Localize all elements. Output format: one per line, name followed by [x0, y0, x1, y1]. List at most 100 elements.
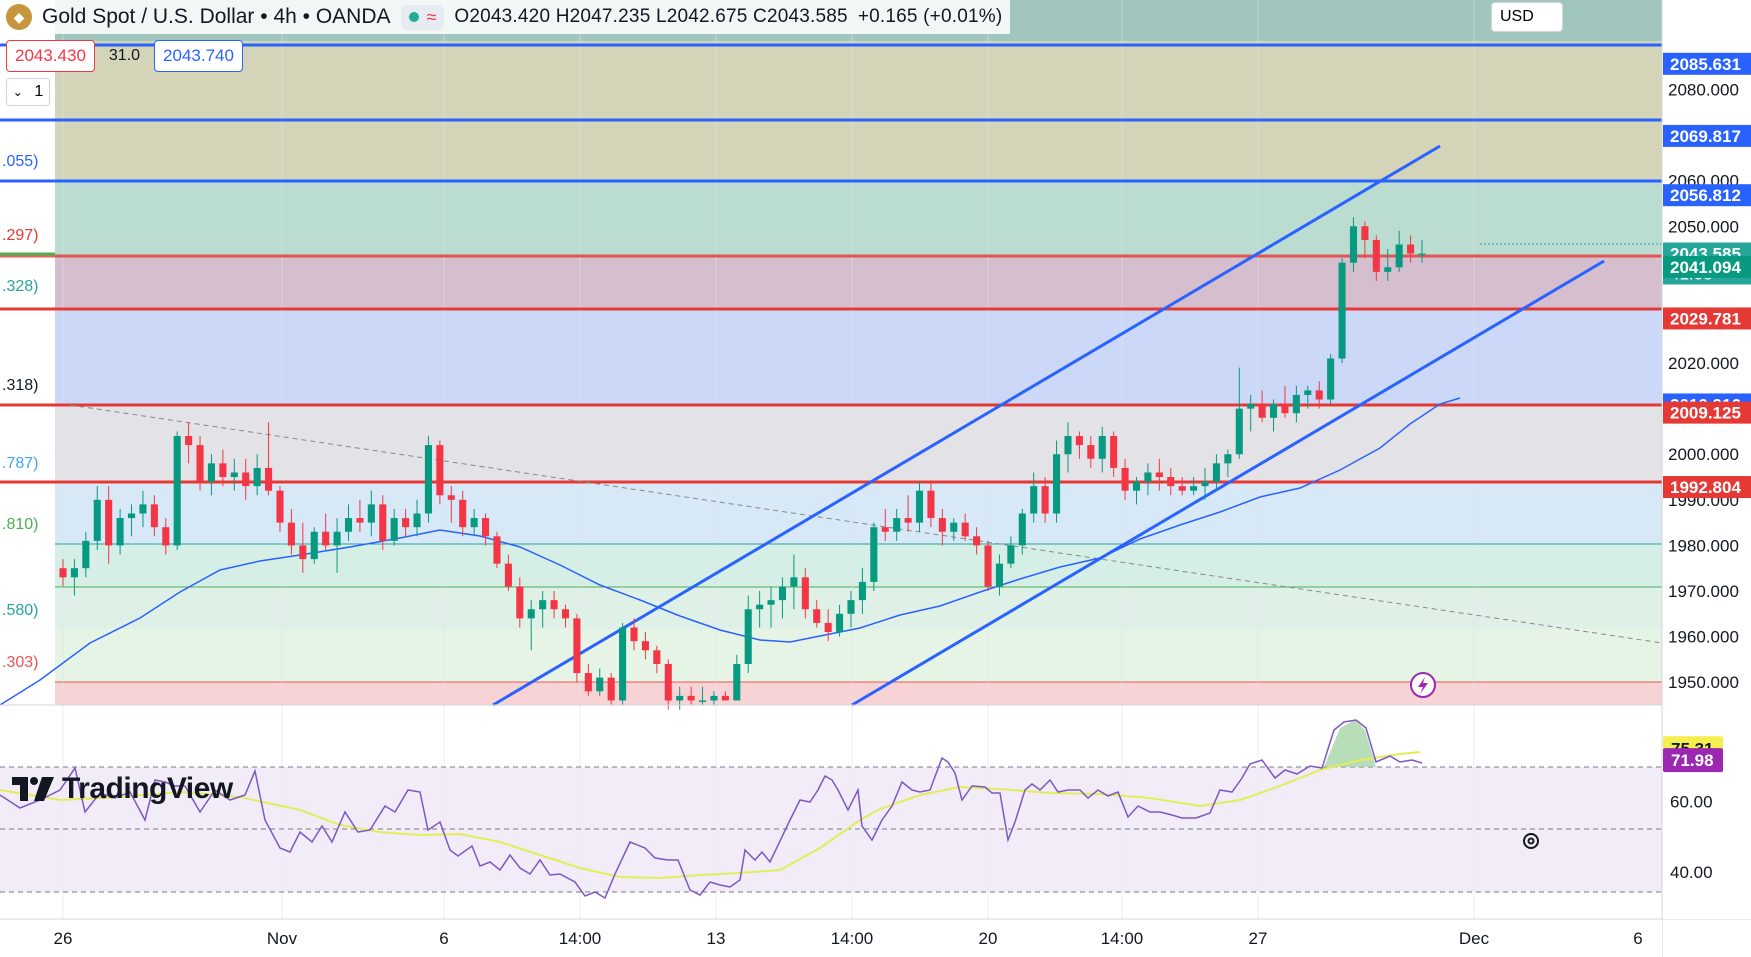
candle [904, 495, 912, 532]
candle [482, 513, 490, 546]
candle [527, 600, 535, 651]
candle [676, 686, 684, 710]
candle [893, 508, 901, 541]
key-levels [0, 43, 1662, 484]
candle [1418, 239, 1426, 263]
price-tick-label: 1970.000 [1668, 582, 1739, 601]
candle [1258, 390, 1266, 423]
candle [276, 486, 284, 532]
candle [1053, 440, 1061, 523]
candle [59, 559, 67, 587]
ascending-channel[interactable] [492, 144, 1605, 707]
tradingview-wordmark: TradingView [62, 772, 233, 805]
candle [767, 586, 775, 628]
moving-average-line [0, 397, 1461, 706]
price-badge-label: 2069.817 [1670, 127, 1741, 146]
candle [447, 486, 455, 523]
candle [1407, 235, 1415, 263]
symbol-title[interactable]: Gold Spot / U.S. Dollar • 4h • OANDA [42, 5, 391, 28]
candle [1395, 230, 1403, 272]
time-axis-label: 14:00 [559, 929, 602, 948]
price-badge-label: 2085.631 [1670, 55, 1741, 74]
price-tick-label: 2080.000 [1668, 80, 1739, 99]
price-badge-label: 2056.812 [1670, 186, 1741, 205]
currency-selector[interactable]: USD [1491, 2, 1563, 32]
fib-level-label: .787) [2, 455, 38, 472]
candle [1224, 449, 1232, 478]
tradingview-logo[interactable]: TradingView [12, 772, 233, 806]
candle [504, 554, 512, 592]
price-tick-label: 2050.000 [1668, 217, 1739, 236]
market-status[interactable]: ≈ [400, 4, 445, 30]
candle [915, 481, 924, 532]
gold-symbol-icon: ◆ [6, 4, 32, 30]
candle [539, 591, 547, 628]
fib-level-label: .303) [2, 654, 38, 671]
candle [1349, 217, 1358, 272]
buy-button[interactable]: 2043.740 [154, 40, 243, 72]
fib-level-label: .810) [2, 516, 38, 533]
time-axis-label: 6 [1633, 929, 1642, 948]
candle [1190, 477, 1198, 496]
rsi-line [0, 719, 1423, 900]
candle [550, 591, 558, 619]
candle [630, 618, 638, 651]
time-axis: 26 Nov 6 14:00 13 14:00 20 14:00 27 Dec 6 [54, 929, 1643, 948]
candle [230, 458, 238, 491]
candle [1338, 258, 1346, 364]
candle [413, 499, 421, 537]
candle [219, 449, 227, 487]
candle [390, 508, 398, 546]
price-badge-label: 2041.094 [1670, 258, 1741, 277]
time-axis-label: 20 [979, 929, 998, 948]
candle [1201, 467, 1209, 500]
candle [858, 568, 866, 614]
candle [1304, 385, 1312, 409]
candle [333, 518, 341, 573]
price-badge: 2029.781 [1663, 307, 1751, 330]
time-axis-label: 13 [707, 929, 726, 948]
candle [322, 513, 330, 550]
candle [847, 591, 855, 628]
candle [1269, 399, 1278, 432]
rsi-badge-label: 71.98 [1671, 751, 1714, 770]
symbol-legend[interactable]: ◆ Gold Spot / U.S. Dollar • 4h • OANDA ≈… [0, 0, 1011, 34]
candle [619, 622, 627, 705]
fib-level-label: .328) [2, 278, 38, 295]
time-axis-label: 27 [1249, 929, 1268, 948]
candlestick-series[interactable] [59, 217, 1426, 710]
candle [1121, 458, 1129, 500]
candle [687, 686, 695, 705]
quantity-selector[interactable]: ⌄ 1 [6, 78, 50, 106]
candle [459, 490, 467, 537]
price-badge-label: 1992.804 [1670, 478, 1741, 497]
candle [82, 531, 90, 578]
spread-value: 31.0 [108, 47, 141, 64]
candle [367, 490, 375, 537]
candle [1098, 426, 1106, 473]
rsi-tick-label: 60.00 [1670, 792, 1713, 811]
candle [344, 504, 353, 541]
chevron-down-icon: ⌄ [12, 85, 23, 99]
candle [162, 518, 170, 555]
candle [973, 527, 981, 555]
candle [287, 508, 295, 555]
candle [801, 568, 809, 619]
candle [573, 613, 581, 683]
gear-icon[interactable] [1516, 826, 1546, 856]
fib-level-labels: .055) .297) .328) .318) .787) .810) .580) .303) [2, 153, 38, 671]
time-axis-label: 26 [54, 929, 73, 948]
price-tick-label: 1980.000 [1668, 536, 1739, 555]
candle [253, 454, 261, 496]
rsi-pane[interactable] [0, 719, 1662, 900]
sell-button[interactable]: 2043.430 [6, 40, 95, 72]
fib-bands [55, 0, 1662, 705]
candle [1372, 235, 1380, 281]
candle [173, 431, 181, 550]
candle [561, 604, 570, 628]
candle [1247, 394, 1255, 432]
candle [664, 659, 672, 710]
candle [995, 554, 1003, 596]
lightning-icon[interactable] [1410, 672, 1436, 698]
